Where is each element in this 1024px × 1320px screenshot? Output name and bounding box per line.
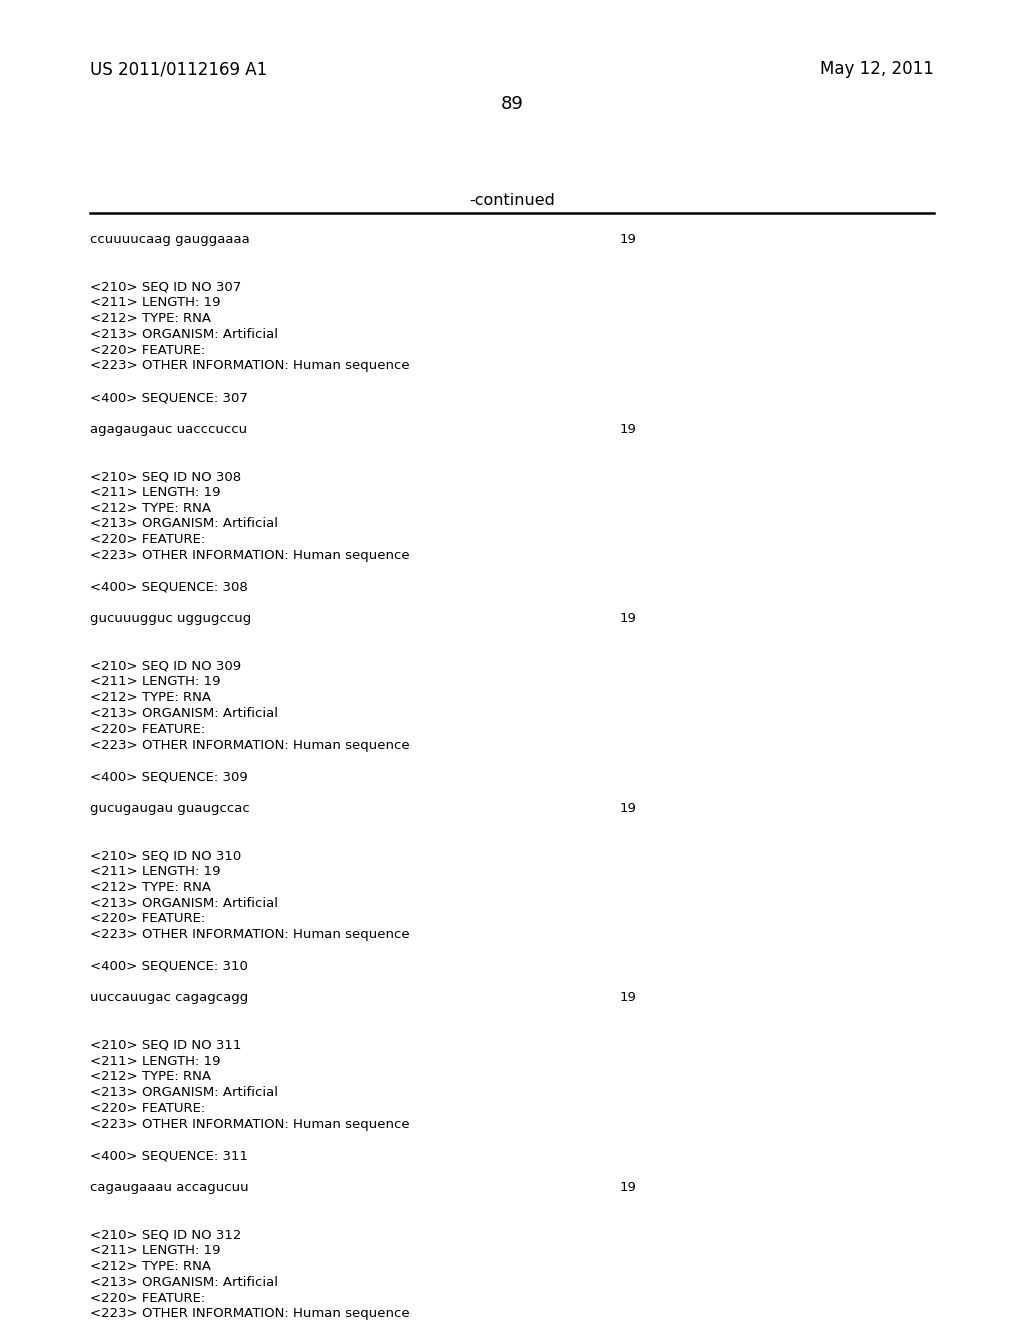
Text: <220> FEATURE:: <220> FEATURE: bbox=[90, 723, 205, 735]
Text: US 2011/0112169 A1: US 2011/0112169 A1 bbox=[90, 59, 267, 78]
Text: May 12, 2011: May 12, 2011 bbox=[820, 59, 934, 78]
Text: <220> FEATURE:: <220> FEATURE: bbox=[90, 1102, 205, 1115]
Text: gucugaugau guaugccac: gucugaugau guaugccac bbox=[90, 801, 250, 814]
Text: <211> LENGTH: 19: <211> LENGTH: 19 bbox=[90, 1055, 220, 1068]
Text: -continued: -continued bbox=[469, 193, 555, 209]
Text: ccuuuucaag gauggaaaa: ccuuuucaag gauggaaaa bbox=[90, 234, 250, 246]
Text: <400> SEQUENCE: 310: <400> SEQUENCE: 310 bbox=[90, 960, 248, 973]
Text: 19: 19 bbox=[620, 234, 637, 246]
Text: <212> TYPE: RNA: <212> TYPE: RNA bbox=[90, 880, 211, 894]
Text: <211> LENGTH: 19: <211> LENGTH: 19 bbox=[90, 486, 220, 499]
Text: <400> SEQUENCE: 311: <400> SEQUENCE: 311 bbox=[90, 1150, 248, 1163]
Text: cagaugaaau accagucuu: cagaugaaau accagucuu bbox=[90, 1181, 249, 1195]
Text: <212> TYPE: RNA: <212> TYPE: RNA bbox=[90, 312, 211, 325]
Text: <212> TYPE: RNA: <212> TYPE: RNA bbox=[90, 692, 211, 704]
Text: <210> SEQ ID NO 309: <210> SEQ ID NO 309 bbox=[90, 660, 241, 673]
Text: <213> ORGANISM: Artificial: <213> ORGANISM: Artificial bbox=[90, 896, 278, 909]
Text: <213> ORGANISM: Artificial: <213> ORGANISM: Artificial bbox=[90, 708, 278, 719]
Text: <212> TYPE: RNA: <212> TYPE: RNA bbox=[90, 502, 211, 515]
Text: <213> ORGANISM: Artificial: <213> ORGANISM: Artificial bbox=[90, 327, 278, 341]
Text: <220> FEATURE:: <220> FEATURE: bbox=[90, 1291, 205, 1304]
Text: 19: 19 bbox=[620, 801, 637, 814]
Text: <210> SEQ ID NO 307: <210> SEQ ID NO 307 bbox=[90, 280, 242, 293]
Text: <220> FEATURE:: <220> FEATURE: bbox=[90, 533, 205, 546]
Text: 19: 19 bbox=[620, 991, 637, 1005]
Text: <210> SEQ ID NO 310: <210> SEQ ID NO 310 bbox=[90, 849, 242, 862]
Text: uuccauugac cagagcagg: uuccauugac cagagcagg bbox=[90, 991, 248, 1005]
Text: <212> TYPE: RNA: <212> TYPE: RNA bbox=[90, 1071, 211, 1084]
Text: <223> OTHER INFORMATION: Human sequence: <223> OTHER INFORMATION: Human sequence bbox=[90, 1307, 410, 1320]
Text: <211> LENGTH: 19: <211> LENGTH: 19 bbox=[90, 296, 220, 309]
Text: <210> SEQ ID NO 308: <210> SEQ ID NO 308 bbox=[90, 470, 241, 483]
Text: 89: 89 bbox=[501, 95, 523, 114]
Text: <223> OTHER INFORMATION: Human sequence: <223> OTHER INFORMATION: Human sequence bbox=[90, 549, 410, 562]
Text: <223> OTHER INFORMATION: Human sequence: <223> OTHER INFORMATION: Human sequence bbox=[90, 739, 410, 751]
Text: <223> OTHER INFORMATION: Human sequence: <223> OTHER INFORMATION: Human sequence bbox=[90, 359, 410, 372]
Text: <212> TYPE: RNA: <212> TYPE: RNA bbox=[90, 1261, 211, 1272]
Text: 19: 19 bbox=[620, 1181, 637, 1195]
Text: <223> OTHER INFORMATION: Human sequence: <223> OTHER INFORMATION: Human sequence bbox=[90, 928, 410, 941]
Text: agagaugauc uacccuccu: agagaugauc uacccuccu bbox=[90, 422, 247, 436]
Text: <210> SEQ ID NO 312: <210> SEQ ID NO 312 bbox=[90, 1229, 242, 1241]
Text: <223> OTHER INFORMATION: Human sequence: <223> OTHER INFORMATION: Human sequence bbox=[90, 1118, 410, 1131]
Text: <211> LENGTH: 19: <211> LENGTH: 19 bbox=[90, 865, 220, 878]
Text: <213> ORGANISM: Artificial: <213> ORGANISM: Artificial bbox=[90, 517, 278, 531]
Text: <220> FEATURE:: <220> FEATURE: bbox=[90, 912, 205, 925]
Text: <211> LENGTH: 19: <211> LENGTH: 19 bbox=[90, 676, 220, 689]
Text: 19: 19 bbox=[620, 612, 637, 626]
Text: 19: 19 bbox=[620, 422, 637, 436]
Text: <400> SEQUENCE: 309: <400> SEQUENCE: 309 bbox=[90, 770, 248, 783]
Text: <220> FEATURE:: <220> FEATURE: bbox=[90, 343, 205, 356]
Text: <400> SEQUENCE: 308: <400> SEQUENCE: 308 bbox=[90, 581, 248, 594]
Text: <210> SEQ ID NO 311: <210> SEQ ID NO 311 bbox=[90, 1039, 242, 1052]
Text: gucuuugguc uggugccug: gucuuugguc uggugccug bbox=[90, 612, 251, 626]
Text: <213> ORGANISM: Artificial: <213> ORGANISM: Artificial bbox=[90, 1276, 278, 1288]
Text: <400> SEQUENCE: 307: <400> SEQUENCE: 307 bbox=[90, 391, 248, 404]
Text: <211> LENGTH: 19: <211> LENGTH: 19 bbox=[90, 1245, 220, 1257]
Text: <213> ORGANISM: Artificial: <213> ORGANISM: Artificial bbox=[90, 1086, 278, 1100]
